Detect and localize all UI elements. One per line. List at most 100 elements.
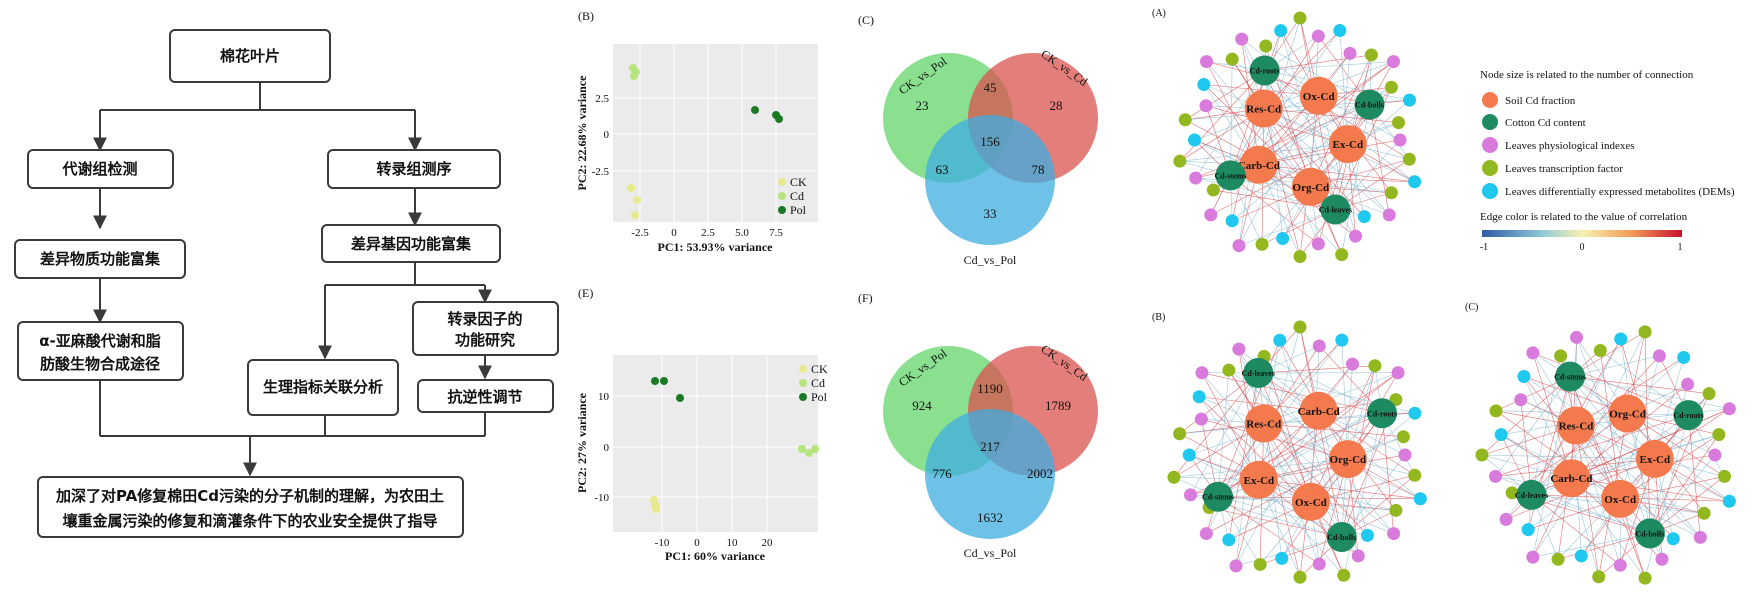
network-node-peripheral <box>1232 342 1246 356</box>
network-node-peripheral <box>1382 208 1396 222</box>
venn-count: 78 <box>1032 162 1045 177</box>
network-edge <box>1600 350 1689 416</box>
network-node-peripheral <box>1197 77 1211 91</box>
network-node-peripheral <box>1204 208 1218 222</box>
network-edge <box>1199 396 1319 412</box>
network-node-peripheral <box>1187 133 1201 147</box>
network-edge <box>1190 412 1383 496</box>
network-node-peripheral <box>1398 448 1412 462</box>
network-node-label: Ex-Cd <box>1244 475 1275 487</box>
network-node-peripheral <box>1393 133 1407 147</box>
network-edge <box>1263 423 1394 534</box>
network-node-peripheral <box>1613 558 1627 572</box>
venn-count: 156 <box>980 134 1000 149</box>
network-edge <box>1263 423 1404 438</box>
network-node-peripheral <box>1489 404 1503 418</box>
network-node-label: Ox-Cd <box>1604 494 1636 506</box>
flow-conclusion-text-2: 壤重金属污染的修复和滴灌条件下的农业安全提供了指导 <box>62 512 437 530</box>
venn-count: 63 <box>936 162 949 177</box>
network-edge <box>1341 454 1406 538</box>
network-edge <box>1238 209 1336 246</box>
network-node-peripheral <box>1526 346 1540 360</box>
network-edge <box>1258 164 1342 255</box>
network-edge <box>1381 413 1394 534</box>
flow-tf-text-2: 功能研究 <box>455 331 515 349</box>
legend-label-ck: CK <box>790 175 807 189</box>
network-node-soil <box>1239 145 1278 184</box>
network-node-label: Cd-leaves <box>1319 206 1352 215</box>
flow-box-tf <box>412 301 559 356</box>
flow-tf-text-1: 转录因子的 <box>447 310 522 328</box>
network-node-peripheral <box>1554 349 1568 363</box>
venn-count: 23 <box>916 98 929 113</box>
network-edge <box>1649 434 1720 534</box>
network-node-peripheral <box>1189 171 1203 185</box>
network-node-label: Cd-bolls <box>1327 533 1356 542</box>
network-node-peripheral <box>1255 237 1269 251</box>
network-edge <box>1281 413 1383 559</box>
venn-c-panel: (C) CK_vs_Pol CK_vs_Cd Cd_vs_Pol 23 28 4… <box>858 13 1098 267</box>
network-edge <box>1217 370 1230 497</box>
network-edge <box>1341 474 1415 538</box>
legend-label-pol: Pol <box>811 390 828 404</box>
network-node-label: Cd-roots <box>1250 66 1280 75</box>
network-node-label: Cd-leaves <box>1242 369 1275 378</box>
network-node-soil <box>1328 440 1367 479</box>
network-edge <box>1520 399 1532 495</box>
network-node-peripheral <box>1368 359 1382 373</box>
network-node-peripheral <box>1222 363 1236 377</box>
scale-mid: 0 <box>1580 242 1585 253</box>
network-node-peripheral <box>1194 412 1208 426</box>
network-node-peripheral <box>1364 48 1378 62</box>
x-tick: 0 <box>694 537 700 549</box>
network-edge <box>1570 355 1660 377</box>
plot-background <box>613 44 818 222</box>
network-node-soil <box>1291 167 1330 206</box>
y-tick: -2.5 <box>592 166 610 178</box>
network-edge <box>1495 410 1621 500</box>
network-edge <box>1575 408 1730 426</box>
network-node-label: Cd-leaves <box>1515 491 1548 500</box>
network-node-label: Res-Cd <box>1559 421 1594 433</box>
venn-count: 2002 <box>1027 466 1053 481</box>
network-node-peripheral <box>1712 428 1726 442</box>
network-node-peripheral <box>1702 387 1716 401</box>
flow-top-text: 棉花叶片 <box>220 47 280 65</box>
network-edge <box>1258 372 1415 476</box>
network-edge <box>1688 415 1701 538</box>
legend-marker-pol <box>799 393 807 401</box>
network-node-peripheral <box>1551 552 1565 566</box>
scale-min: -1 <box>1480 242 1488 253</box>
legend-item: Leaves transcription factor <box>1505 163 1623 175</box>
flowchart: 棉花叶片 代谢组检测 转录组测序 差异物质功能富集 差异基因功能富集 α-亚麻酸… <box>14 29 559 538</box>
network-edge <box>1235 536 1342 567</box>
flow-box-top <box>169 29 331 83</box>
data-point-pol <box>751 106 759 114</box>
network-node-peripheral <box>1408 468 1422 482</box>
network-node-peripheral <box>1489 469 1503 483</box>
network-node-peripheral <box>1614 332 1628 346</box>
network-node-peripheral <box>1312 339 1326 353</box>
network-edge <box>1335 139 1401 210</box>
network-node-cotton <box>1203 481 1234 512</box>
venn-count: 924 <box>912 398 932 413</box>
network-node-peripheral <box>1195 366 1209 380</box>
network-node-peripheral <box>1293 570 1307 584</box>
y-tick: -10 <box>594 492 609 504</box>
network-edge <box>1258 479 1345 576</box>
network-node-peripheral <box>1494 428 1508 442</box>
legend-marker-pol <box>778 206 786 214</box>
network-node-peripheral <box>1402 152 1416 166</box>
network-node-peripheral <box>1173 427 1187 441</box>
network-edge <box>1258 372 1421 500</box>
network-edge <box>1263 108 1301 257</box>
network-node-cotton <box>1673 400 1704 431</box>
network-edge <box>1343 413 1383 576</box>
network-node-peripheral <box>1178 113 1192 127</box>
network-edge <box>1369 104 1390 215</box>
network-node-peripheral <box>1722 402 1736 416</box>
network-edges <box>1173 326 1421 578</box>
network-edge <box>1228 369 1349 460</box>
network-node-peripheral <box>1311 29 1325 43</box>
